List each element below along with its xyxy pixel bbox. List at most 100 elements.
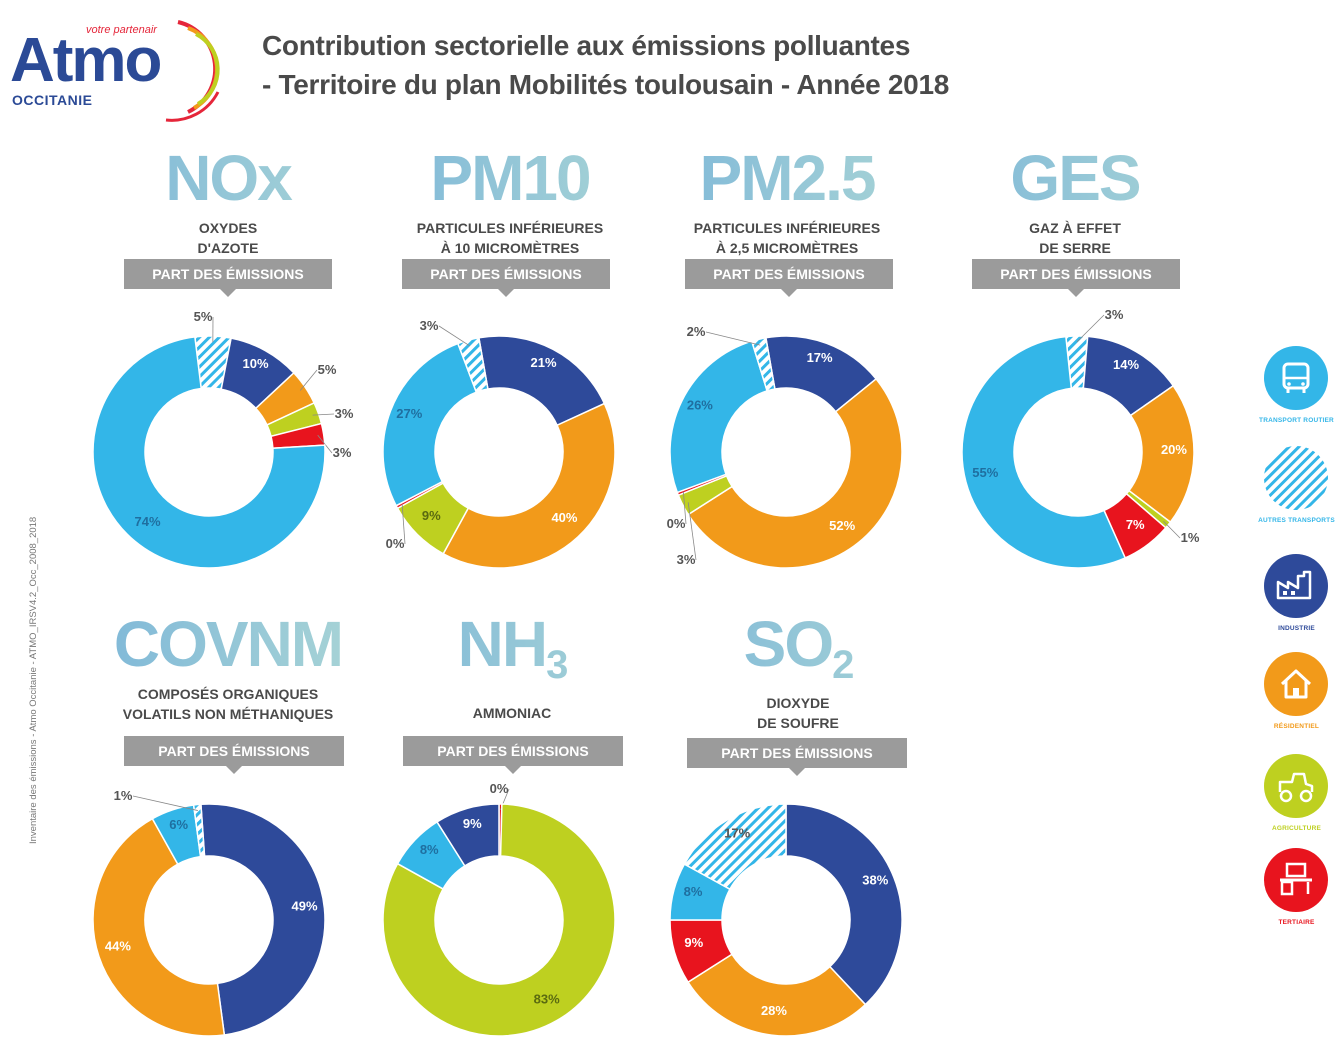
label-leader-line: [687, 502, 697, 561]
legend-label: INDUSTRIE: [1278, 625, 1315, 632]
legend-label: AUTRES TRANSPORTS: [1258, 517, 1335, 524]
slice-value-label: 2%: [687, 324, 706, 339]
donut-slice-industrie: [200, 803, 326, 1036]
badge-part-emissions: PART DES ÉMISSIONS: [124, 736, 344, 774]
factory-icon: [1264, 554, 1328, 618]
badge-part-emissions: PART DES ÉMISSIONS: [685, 259, 893, 297]
donut-so2: 38% 28% 9% 8% 17%: [669, 803, 903, 1037]
slice-value-label: 0%: [667, 516, 686, 531]
slice-value-label: 9%: [684, 935, 703, 950]
slice-value-label: 8%: [684, 884, 703, 899]
slice-value-label: 5%: [318, 362, 337, 377]
slice-value-label: 3%: [1105, 307, 1124, 322]
slice-value-label: 3%: [677, 552, 696, 567]
pollutant-description: COMPOSÉS ORGANIQUES VOLATILS NON MÉTHANIQ…: [122, 686, 334, 722]
bus-icon: [1264, 346, 1328, 410]
donut-pm10: 21% 40% 9% 0% 27% 3%: [382, 318, 616, 569]
pollutant-description: PARTICULES INFÉRIEURES À 2,5 MICROMÈTRES: [693, 220, 881, 256]
logo-region: OCCITANIE: [12, 92, 93, 108]
legend-label: RÉSIDENTIEL: [1273, 723, 1320, 730]
donut-slice-transport-routier: [382, 342, 478, 507]
label-leader-line: [312, 413, 335, 416]
slice-value-label: 20%: [1161, 442, 1187, 457]
donut-slice-industrie: [436, 803, 500, 867]
logo-word: Atmo: [10, 26, 162, 95]
slice-value-label: 7%: [1126, 517, 1145, 532]
slice-value-label: 26%: [687, 398, 713, 413]
label-leader-line: [401, 504, 406, 545]
label-leader-line: [682, 491, 687, 525]
slice-value-label: 3%: [420, 318, 439, 333]
slice-value-label: 5%: [194, 309, 213, 324]
donut-ges: 3% 14% 20% 1% 7% 55%: [961, 307, 1200, 569]
donut-covnm: 49% 44% 6% 1%: [92, 788, 326, 1037]
legend-label: TRANSPORT ROUTIER: [1259, 417, 1334, 424]
slice-value-label: 8%: [420, 842, 439, 857]
panel-ges: GES GAZ À EFFET DE SERRE: [940, 146, 1210, 258]
legend-label: AGRICULTURE: [1271, 825, 1322, 832]
label-leader-line: [1163, 520, 1181, 539]
title-line-2: - Territoire du plan Mobilités toulousai…: [262, 69, 949, 100]
badge-part-emissions: PART DES ÉMISSIONS: [402, 259, 610, 297]
title-line-1: Contribution sectorielle aux émissions p…: [262, 30, 911, 61]
label-leader-line: [438, 325, 471, 347]
badge-part-emissions: PART DES ÉMISSIONS: [972, 259, 1180, 297]
pollutant-description: AMMONIAC: [472, 705, 552, 721]
donut-slice-residentiel: [687, 377, 903, 569]
slice-value-label: 52%: [829, 518, 855, 533]
slice-value-label: 17%: [724, 825, 750, 840]
pollutant-description: DIOXYDE DE SOUFRE: [757, 695, 839, 731]
panel-pm10: PM10 PARTICULES INFÉRIEURES À 10 MICROMÈT…: [375, 146, 645, 258]
slice-value-label: 49%: [291, 898, 317, 913]
slice-value-label: 1%: [114, 788, 133, 803]
badge-part-emissions: PART DES ÉMISSIONS: [687, 738, 907, 776]
legend-item-tertiaire: TERTIAIRE: [1258, 848, 1335, 926]
pollutant-description: GAZ À EFFET DE SERRE: [1029, 220, 1121, 256]
slice-value-label: 10%: [243, 356, 269, 371]
logo-arcs-icon: [165, 20, 220, 122]
label-leader-line: [317, 434, 333, 454]
slice-value-label: 0%: [490, 781, 509, 796]
label-leader-line: [1076, 314, 1105, 343]
slice-value-label: 74%: [135, 514, 161, 529]
donut-nh3: 0% 83% 8% 9%: [382, 781, 616, 1037]
legend-item-autres-transports: AUTRES TRANSPORTS: [1258, 446, 1335, 524]
office-desk-icon: [1264, 848, 1328, 912]
logo-tagline: votre partenair: [86, 24, 157, 36]
donut-slice-autres-transports: [683, 803, 787, 891]
pollutant-description: OXYDES D'AZOTE: [197, 220, 259, 256]
slice-value-label: 14%: [1113, 357, 1139, 372]
legend-label: TERTIAIRE: [1278, 919, 1315, 926]
donut-slice-residentiel: [687, 953, 867, 1037]
slice-value-label: 83%: [534, 991, 560, 1006]
legend-item-transport-routier: TRANSPORT ROUTIER: [1258, 346, 1335, 424]
donut-slice-autres-transports: [750, 336, 776, 392]
label-leader-line: [299, 369, 318, 391]
slice-value-label: 1%: [1181, 530, 1200, 545]
slice-value-label: 3%: [335, 406, 354, 421]
slice-value-label: 55%: [972, 465, 998, 480]
donut-slice-autres-transports: [456, 336, 489, 394]
donut-slice-transport-routier: [669, 340, 769, 494]
legend-item-residentiel: RÉSIDENTIEL: [1258, 652, 1335, 730]
legend-item-industrie: INDUSTRIE: [1258, 554, 1335, 632]
donut-slice-residentiel: [92, 817, 226, 1037]
panel-nox: NOx OXYDES D'AZOTE: [93, 146, 363, 258]
slice-value-label: 28%: [761, 1003, 787, 1018]
house-icon: [1264, 652, 1328, 716]
panel-so2: SO2 DIOXYDE DE SOUFRE: [663, 612, 933, 733]
page-title: Contribution sectorielle aux émissions p…: [262, 26, 949, 104]
legend-item-agriculture: AGRICULTURE: [1258, 754, 1335, 832]
donut-slice-residentiel: [442, 402, 616, 569]
slice-value-label: 38%: [862, 873, 888, 888]
donut-slice-transport-routier: [961, 335, 1127, 569]
slice-value-label: 0%: [386, 536, 405, 551]
panel-pm25: PM2.5 PARTICULES INFÉRIEURES À 2,5 MICROM…: [652, 146, 922, 258]
slice-value-label: 3%: [333, 445, 352, 460]
slice-value-label: 9%: [422, 508, 441, 523]
donut-slice-industrie: [785, 803, 903, 1006]
donut-pm25: 17% 52% 3% 0% 26% 2%: [667, 324, 903, 569]
donut-slice-transport-routier: [92, 336, 326, 569]
atmo-occitanie-logo: votre partenair Atmo OCCITANIE: [8, 12, 238, 127]
